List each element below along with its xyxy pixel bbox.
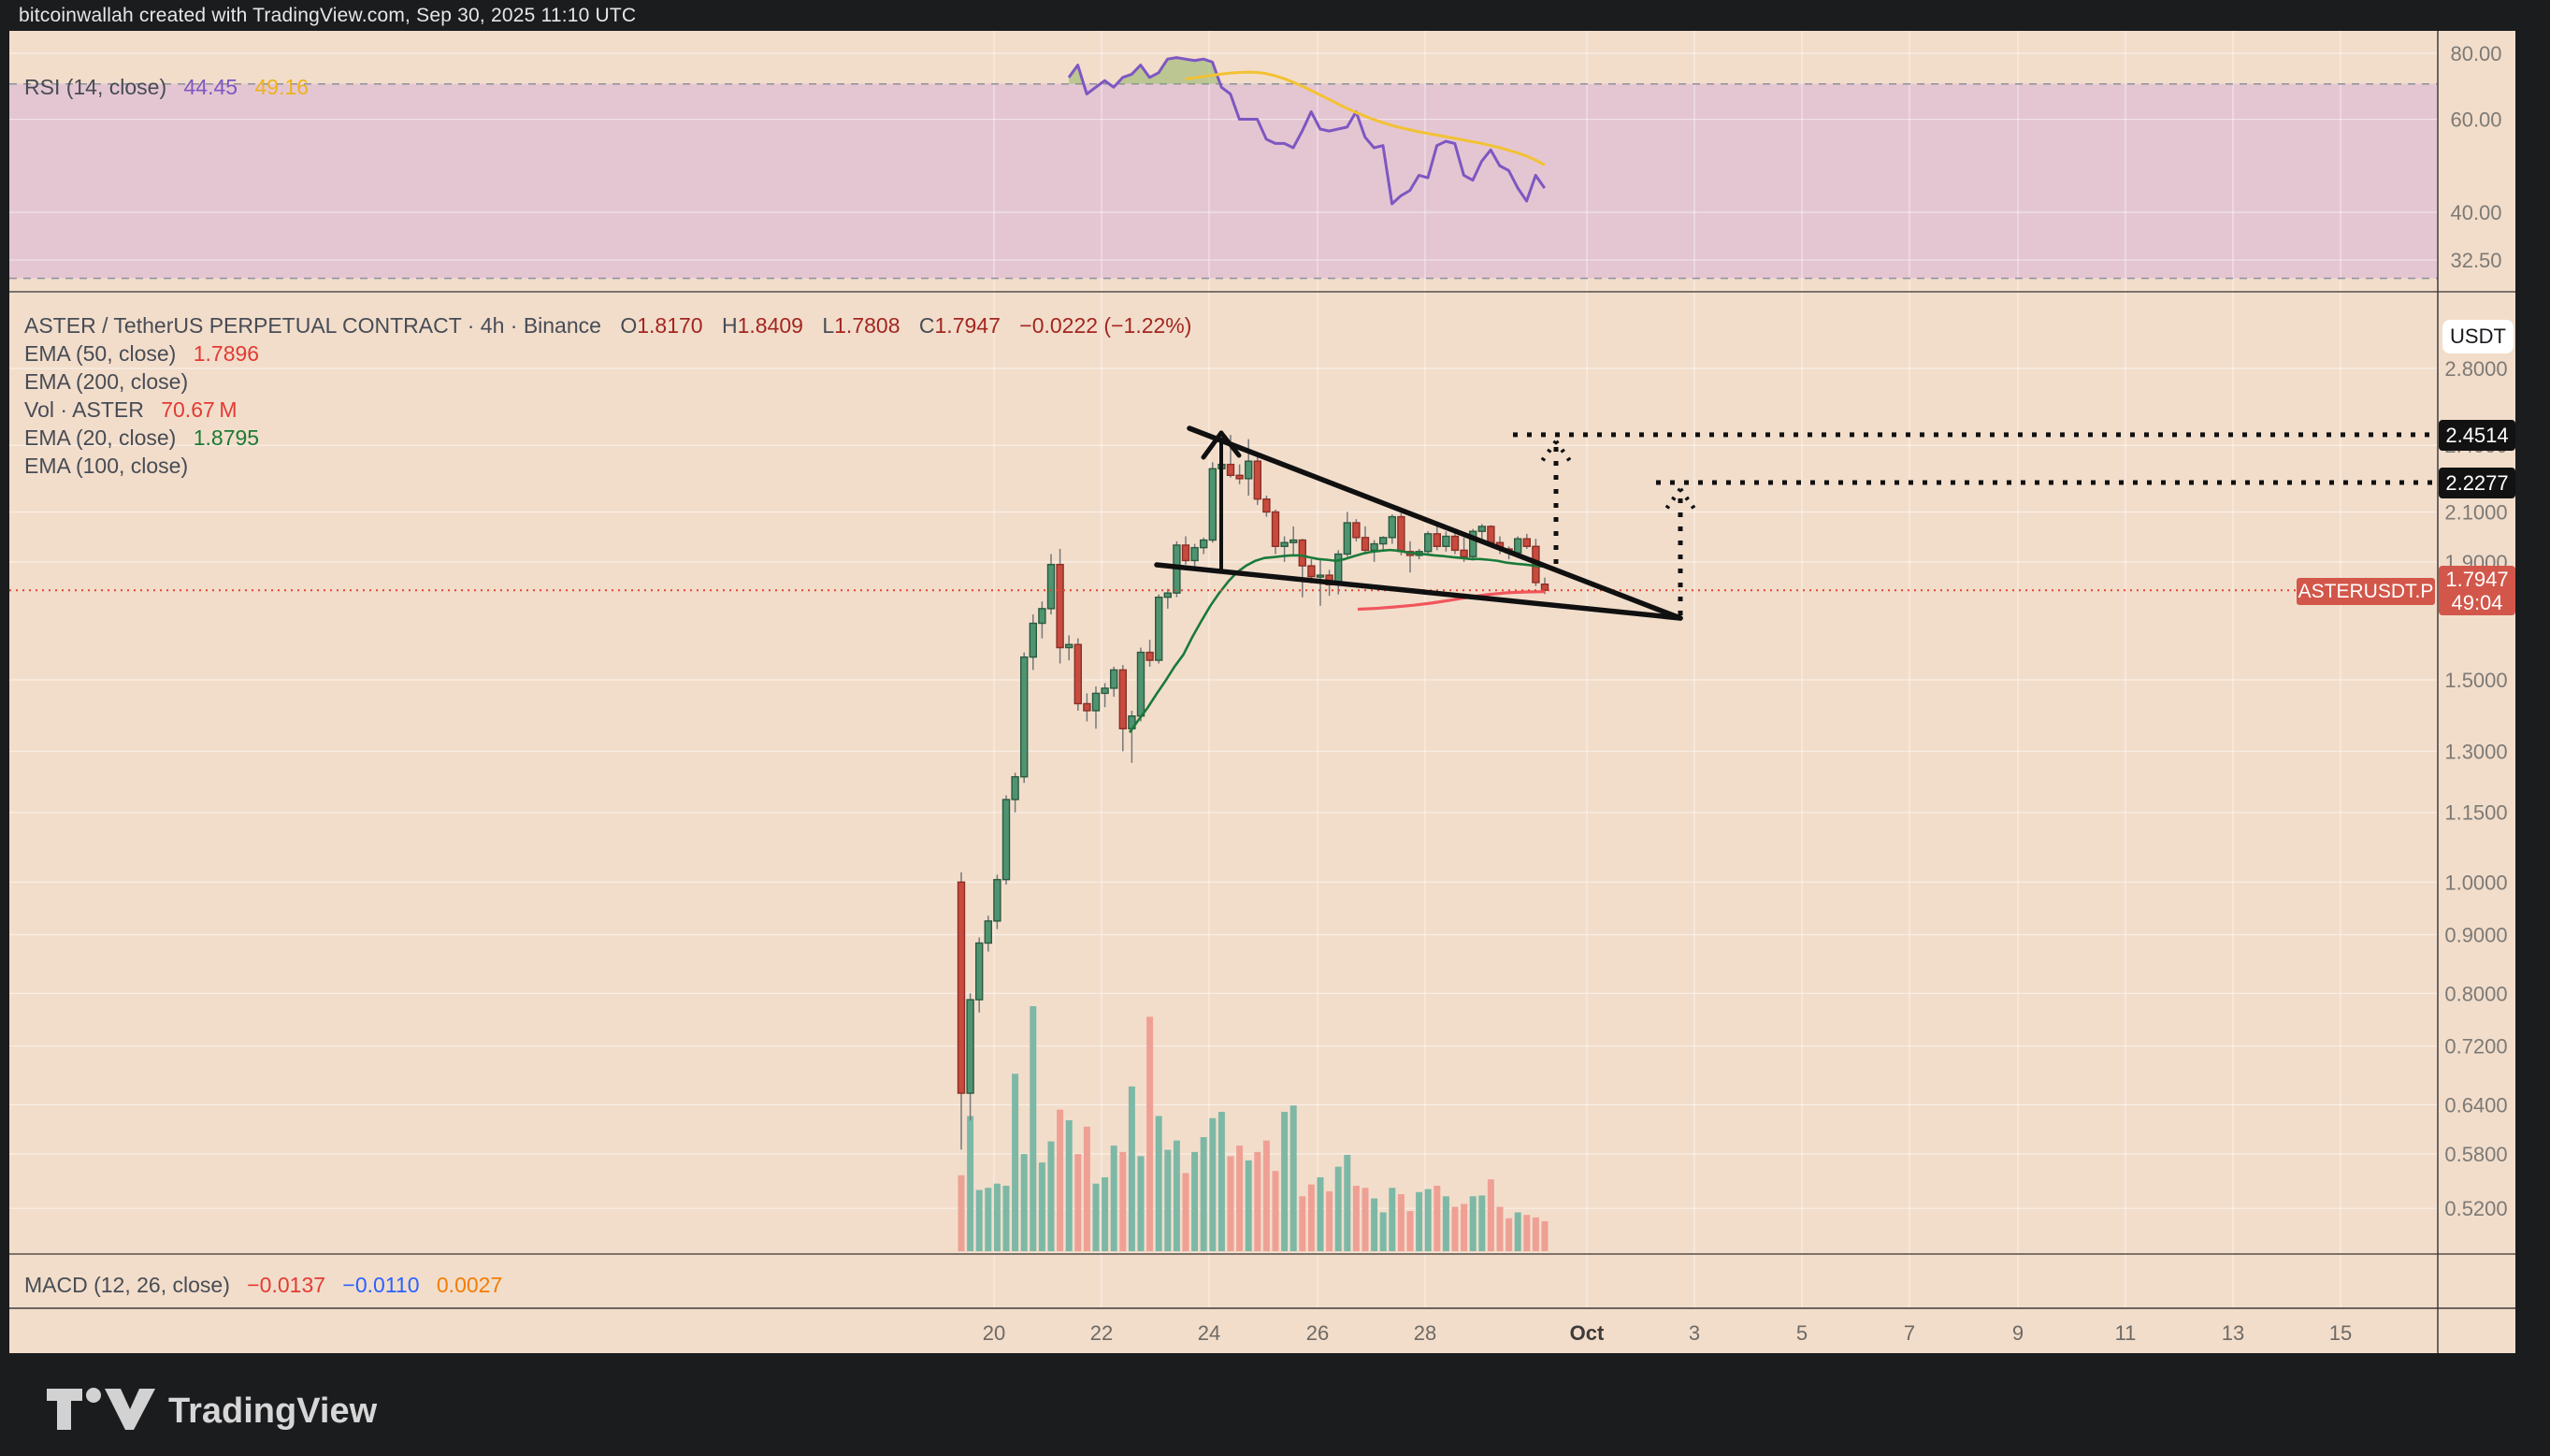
ema200-label: EMA (200, close) (24, 369, 189, 394)
symbol-title: ASTER / TetherUS PERPETUAL CONTRACT · 4h… (24, 313, 601, 338)
ema50-label: EMA (50, close) (24, 341, 177, 366)
tradingview-glyph (47, 1388, 155, 1430)
svg-text:0.5800: 0.5800 (2444, 1143, 2507, 1166)
rsi-value: 44.45 (183, 75, 238, 99)
svg-text:26: 26 (1306, 1321, 1329, 1345)
svg-text:0.7200: 0.7200 (2444, 1035, 2507, 1059)
chart-canvas[interactable]: 2.80002.40002.10001.90001.50001.30001.15… (9, 31, 2515, 1353)
macd-indicator-legend[interactable]: MACD (12, 26, close) −0.0137 −0.0110 0.0… (24, 1272, 502, 1298)
svg-text:1.3000: 1.3000 (2444, 740, 2507, 763)
svg-text:1.0000: 1.0000 (2444, 871, 2507, 894)
svg-text:80.00: 80.00 (2450, 42, 2501, 65)
svg-text:5: 5 (1796, 1321, 1808, 1345)
tradingview-wordmark: TradingView (168, 1391, 378, 1431)
svg-text:40.00: 40.00 (2450, 201, 2501, 224)
svg-text:20: 20 (983, 1321, 1005, 1345)
rsi-ma-value: 49.16 (254, 75, 310, 99)
close-value: 1.7947 (934, 313, 1001, 338)
open-label: O (620, 313, 638, 338)
macd-hist-value: 0.0027 (436, 1273, 503, 1297)
svg-text:0.9000: 0.9000 (2444, 924, 2507, 947)
chart-widget: 2.80002.40002.10001.90001.50001.30001.15… (9, 31, 2515, 1353)
svg-text:13: 13 (2222, 1321, 2244, 1345)
tradingview-logo[interactable]: TradingView (45, 1385, 438, 1434)
currency-toggle-button[interactable]: USDT (2442, 320, 2514, 353)
volume-label: Vol · ASTER (24, 397, 144, 422)
svg-text:7: 7 (1904, 1321, 1915, 1345)
ema100-label: EMA (100, close) (24, 454, 189, 478)
target-level-2-badge: 2.2277 (2439, 468, 2515, 498)
macd-signal-value: −0.0110 (342, 1273, 420, 1297)
svg-text:2.1000: 2.1000 (2444, 500, 2507, 524)
symbol-price-label: ASTERUSDT.P (2297, 578, 2435, 605)
header-bar: bitcoinwallah created with TradingView.c… (0, 0, 2550, 31)
svg-text:Oct: Oct (1570, 1321, 1605, 1345)
macd-legend-title: MACD (12, 26, close) (24, 1273, 230, 1297)
ema20-value: 1.8795 (193, 425, 260, 450)
rsi-legend-title: RSI (14, close) (24, 75, 167, 99)
svg-text:24: 24 (1198, 1321, 1220, 1345)
svg-text:60.00: 60.00 (2450, 108, 2501, 132)
svg-text:1.1500: 1.1500 (2444, 801, 2507, 825)
ema100-legend[interactable]: EMA (100, close) (24, 453, 188, 479)
high-label: H (721, 313, 738, 338)
svg-text:0.8000: 0.8000 (2444, 982, 2507, 1005)
ema50-value: 1.7896 (193, 341, 260, 366)
footer-bar: TradingView (0, 1353, 2550, 1456)
macd-value: −0.0137 (247, 1273, 326, 1297)
change-value: −0.0222 (−1.22%) (1019, 313, 1192, 338)
low-value: 1.7808 (834, 313, 900, 338)
svg-text:11: 11 (2115, 1321, 2137, 1345)
last-price-badge: 1.7947 49:04 (2439, 566, 2515, 615)
rsi-indicator-legend[interactable]: RSI (14, close) 44.45 49.16 (24, 74, 309, 100)
ema20-label: EMA (20, close) (24, 425, 177, 450)
svg-text:2.8000: 2.8000 (2444, 357, 2507, 381)
open-value: 1.8170 (637, 313, 703, 338)
close-label: C (918, 313, 935, 338)
low-label: L (822, 313, 835, 338)
ema50-legend[interactable]: EMA (50, close) 1.7896 (24, 340, 259, 367)
bar-countdown: 49:04 (2451, 590, 2503, 614)
svg-text:0.5200: 0.5200 (2444, 1197, 2507, 1220)
target-level-1-badge: 2.4514 (2439, 420, 2515, 451)
svg-text:0.6400: 0.6400 (2444, 1093, 2507, 1117)
credit-text: bitcoinwallah created with TradingView.c… (19, 5, 637, 26)
last-price-value: 1.7947 (2445, 567, 2509, 591)
ema20-legend[interactable]: EMA (20, close) 1.8795 (24, 425, 259, 451)
svg-text:28: 28 (1414, 1321, 1436, 1345)
svg-text:3: 3 (1689, 1321, 1700, 1345)
svg-text:15: 15 (2329, 1321, 2352, 1345)
svg-text:22: 22 (1090, 1321, 1113, 1345)
svg-text:1.5000: 1.5000 (2444, 669, 2507, 692)
volume-value: 70.67 M (161, 397, 238, 422)
volume-legend[interactable]: Vol · ASTER 70.67 M (24, 396, 238, 423)
symbol-legend[interactable]: ASTER / TetherUS PERPETUAL CONTRACT · 4h… (24, 312, 1191, 339)
ema200-legend[interactable]: EMA (200, close) (24, 368, 188, 395)
svg-text:32.50: 32.50 (2450, 249, 2501, 272)
high-value: 1.8409 (737, 313, 803, 338)
svg-text:9: 9 (2012, 1321, 2024, 1345)
